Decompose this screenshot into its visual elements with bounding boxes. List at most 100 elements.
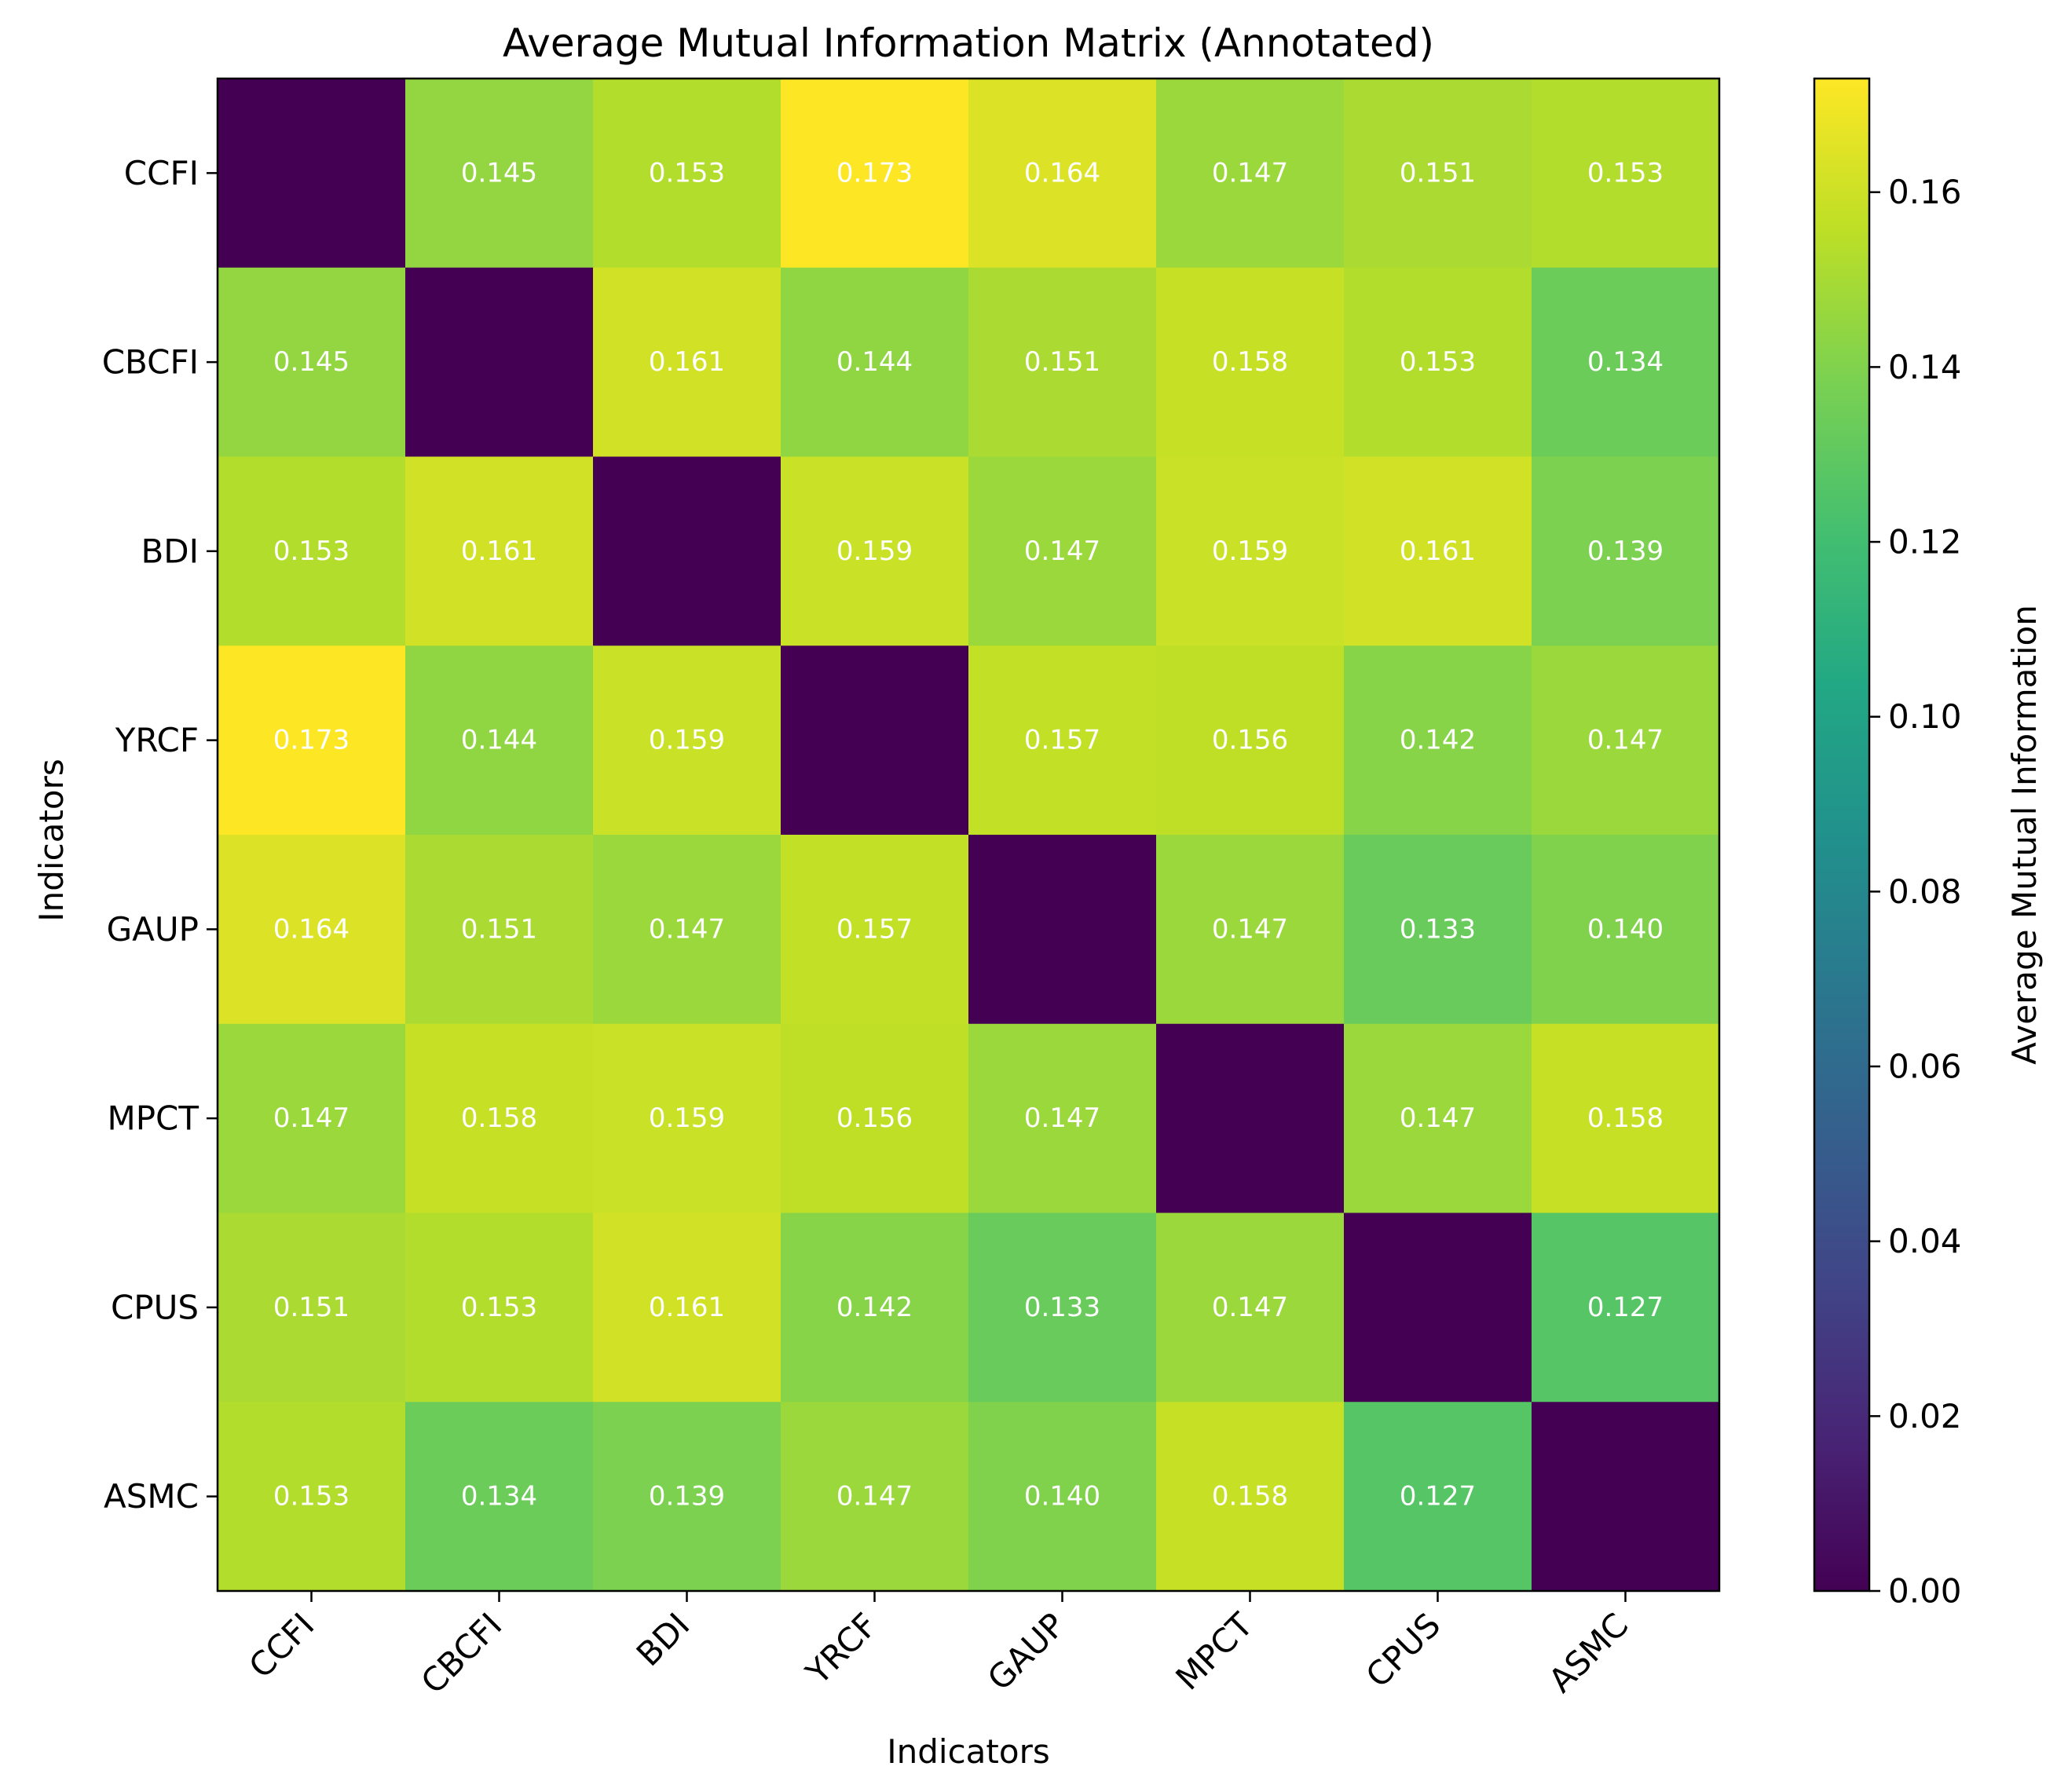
cell-annotation: 0.157 xyxy=(1024,725,1100,756)
heatmap-cell xyxy=(593,267,781,458)
colorbar-tick-label: 0.16 xyxy=(1888,173,1962,211)
cell-annotation: 0.147 xyxy=(1400,1103,1476,1134)
cell-annotation: 0.142 xyxy=(836,1292,913,1323)
cell-annotation: 0.153 xyxy=(1587,157,1664,188)
colorbar-tick-label: 0.04 xyxy=(1888,1222,1962,1260)
cell-annotation: 0.161 xyxy=(649,1292,725,1323)
cell-annotation: 0.134 xyxy=(1587,346,1664,378)
heatmap-cell xyxy=(1156,835,1345,1025)
colorbar-tick-label: 0.08 xyxy=(1888,872,1962,911)
heatmap-cell xyxy=(1156,1402,1345,1592)
colorbar xyxy=(1814,79,1869,1591)
heatmap-cell xyxy=(1532,1402,1720,1592)
heatmap-cell xyxy=(218,1402,406,1592)
heatmap-cell xyxy=(1156,456,1345,646)
heatmap-cell xyxy=(1532,267,1720,458)
heatmap-cell xyxy=(781,267,969,458)
cell-annotation: 0.159 xyxy=(649,1103,725,1134)
x-axis-label: Indicators xyxy=(887,1732,1049,1771)
cell-annotation: 0.133 xyxy=(1400,913,1476,945)
heatmap-cell xyxy=(593,645,781,836)
cell-annotation: 0.158 xyxy=(461,1103,537,1134)
cell-annotation: 0.147 xyxy=(1212,913,1288,945)
cell-annotation: 0.145 xyxy=(461,157,537,188)
cell-annotation: 0.164 xyxy=(273,913,350,945)
cell-annotation: 0.147 xyxy=(649,913,725,945)
heatmap-cell xyxy=(1532,1212,1720,1403)
cell-annotation: 0.134 xyxy=(461,1481,537,1512)
heatmap-cell xyxy=(1344,1212,1532,1403)
cell-annotation: 0.140 xyxy=(1024,1481,1100,1512)
cell-annotation: 0.159 xyxy=(1212,536,1288,567)
cell-annotation: 0.127 xyxy=(1587,1292,1664,1323)
y-axis-ticks: CCFI CBCFI BDI YRCF GAUP MPCT CPUS ASMC xyxy=(102,154,218,1516)
cell-annotation: 0.153 xyxy=(273,536,350,567)
y-tick-label: ASMC xyxy=(104,1477,199,1516)
cell-annotation: 0.139 xyxy=(1587,536,1664,567)
cell-annotation: 0.173 xyxy=(836,157,913,188)
heatmap-cell xyxy=(593,835,781,1025)
colorbar-tick-label: 0.00 xyxy=(1888,1572,1962,1611)
cell-annotation: 0.161 xyxy=(461,536,537,567)
heatmap-cell xyxy=(218,835,406,1025)
cell-annotation: 0.144 xyxy=(836,346,913,378)
heatmap-cell xyxy=(968,267,1157,458)
cell-annotation: 0.156 xyxy=(1212,725,1288,756)
heatmap-cell xyxy=(781,1402,969,1592)
y-tick-label: BDI xyxy=(141,532,199,570)
heatmap-cell xyxy=(1156,79,1345,269)
x-tick-label: CCFI xyxy=(241,1606,321,1686)
cell-annotation: 0.151 xyxy=(1024,346,1100,378)
colorbar-tick-label: 0.12 xyxy=(1888,523,1962,561)
cell-annotation: 0.133 xyxy=(1024,1292,1100,1323)
x-tick-label: ASMC xyxy=(1541,1606,1635,1700)
x-tick-label: CPUS xyxy=(1359,1606,1448,1695)
heatmap-cell xyxy=(781,645,969,836)
cell-annotation: 0.159 xyxy=(649,725,725,756)
heatmap-cell xyxy=(781,1023,969,1214)
heatmap-cell xyxy=(1532,79,1720,269)
heatmap-cell xyxy=(968,79,1157,269)
cell-annotation: 0.157 xyxy=(836,913,913,945)
cell-annotation: 0.147 xyxy=(1024,1103,1100,1134)
x-tick-label: GAUP xyxy=(980,1606,1073,1699)
heatmap-cell xyxy=(405,267,594,458)
y-tick-label: CPUS xyxy=(111,1288,199,1326)
heatmap-cell xyxy=(593,1402,781,1592)
cell-annotation: 0.151 xyxy=(461,913,537,945)
heatmap-cell xyxy=(218,1023,406,1214)
cell-annotation: 0.147 xyxy=(273,1103,350,1134)
cell-annotation: 0.158 xyxy=(1212,346,1288,378)
x-tick-label: MPCT xyxy=(1168,1605,1260,1697)
cell-annotation: 0.147 xyxy=(1212,157,1288,188)
colorbar-tick-label: 0.06 xyxy=(1888,1048,1962,1086)
heatmap-cell xyxy=(968,645,1157,836)
heatmap-cell xyxy=(1344,1023,1532,1214)
heatmap-cell xyxy=(1532,1023,1720,1214)
heatmap-cell xyxy=(1344,835,1532,1025)
heatmap-cell xyxy=(1532,645,1720,836)
heatmap-cell xyxy=(1344,267,1532,458)
heatmap-cell xyxy=(593,456,781,646)
heatmap-cell xyxy=(593,79,781,269)
heatmap-cell xyxy=(781,79,969,269)
heatmap-cell xyxy=(968,1212,1157,1403)
heatmap-cell xyxy=(218,645,406,836)
cell-annotation: 0.156 xyxy=(836,1103,913,1134)
heatmap-cell xyxy=(968,456,1157,646)
heatmap-cell xyxy=(781,456,969,646)
heatmap-cell xyxy=(405,456,594,646)
heatmap-cell xyxy=(405,1023,594,1214)
heatmap-cell xyxy=(1156,267,1345,458)
colorbar-tick-label: 0.14 xyxy=(1888,348,1962,386)
cell-annotation: 0.153 xyxy=(273,1481,350,1512)
colorbar-tick-label: 0.10 xyxy=(1888,697,1962,736)
heatmap-cell xyxy=(968,1402,1157,1592)
heatmap-cell xyxy=(1344,1402,1532,1592)
heatmap-cell xyxy=(1344,456,1532,646)
heatmap-cell xyxy=(1156,645,1345,836)
x-axis-ticks: CCFI CBCFI BDI YRCF GAUP MPCT CPUS ASMC xyxy=(241,1591,1635,1701)
y-tick-label: CCFI xyxy=(124,154,199,192)
heatmap-cell xyxy=(218,267,406,458)
cell-annotation: 0.153 xyxy=(461,1292,537,1323)
